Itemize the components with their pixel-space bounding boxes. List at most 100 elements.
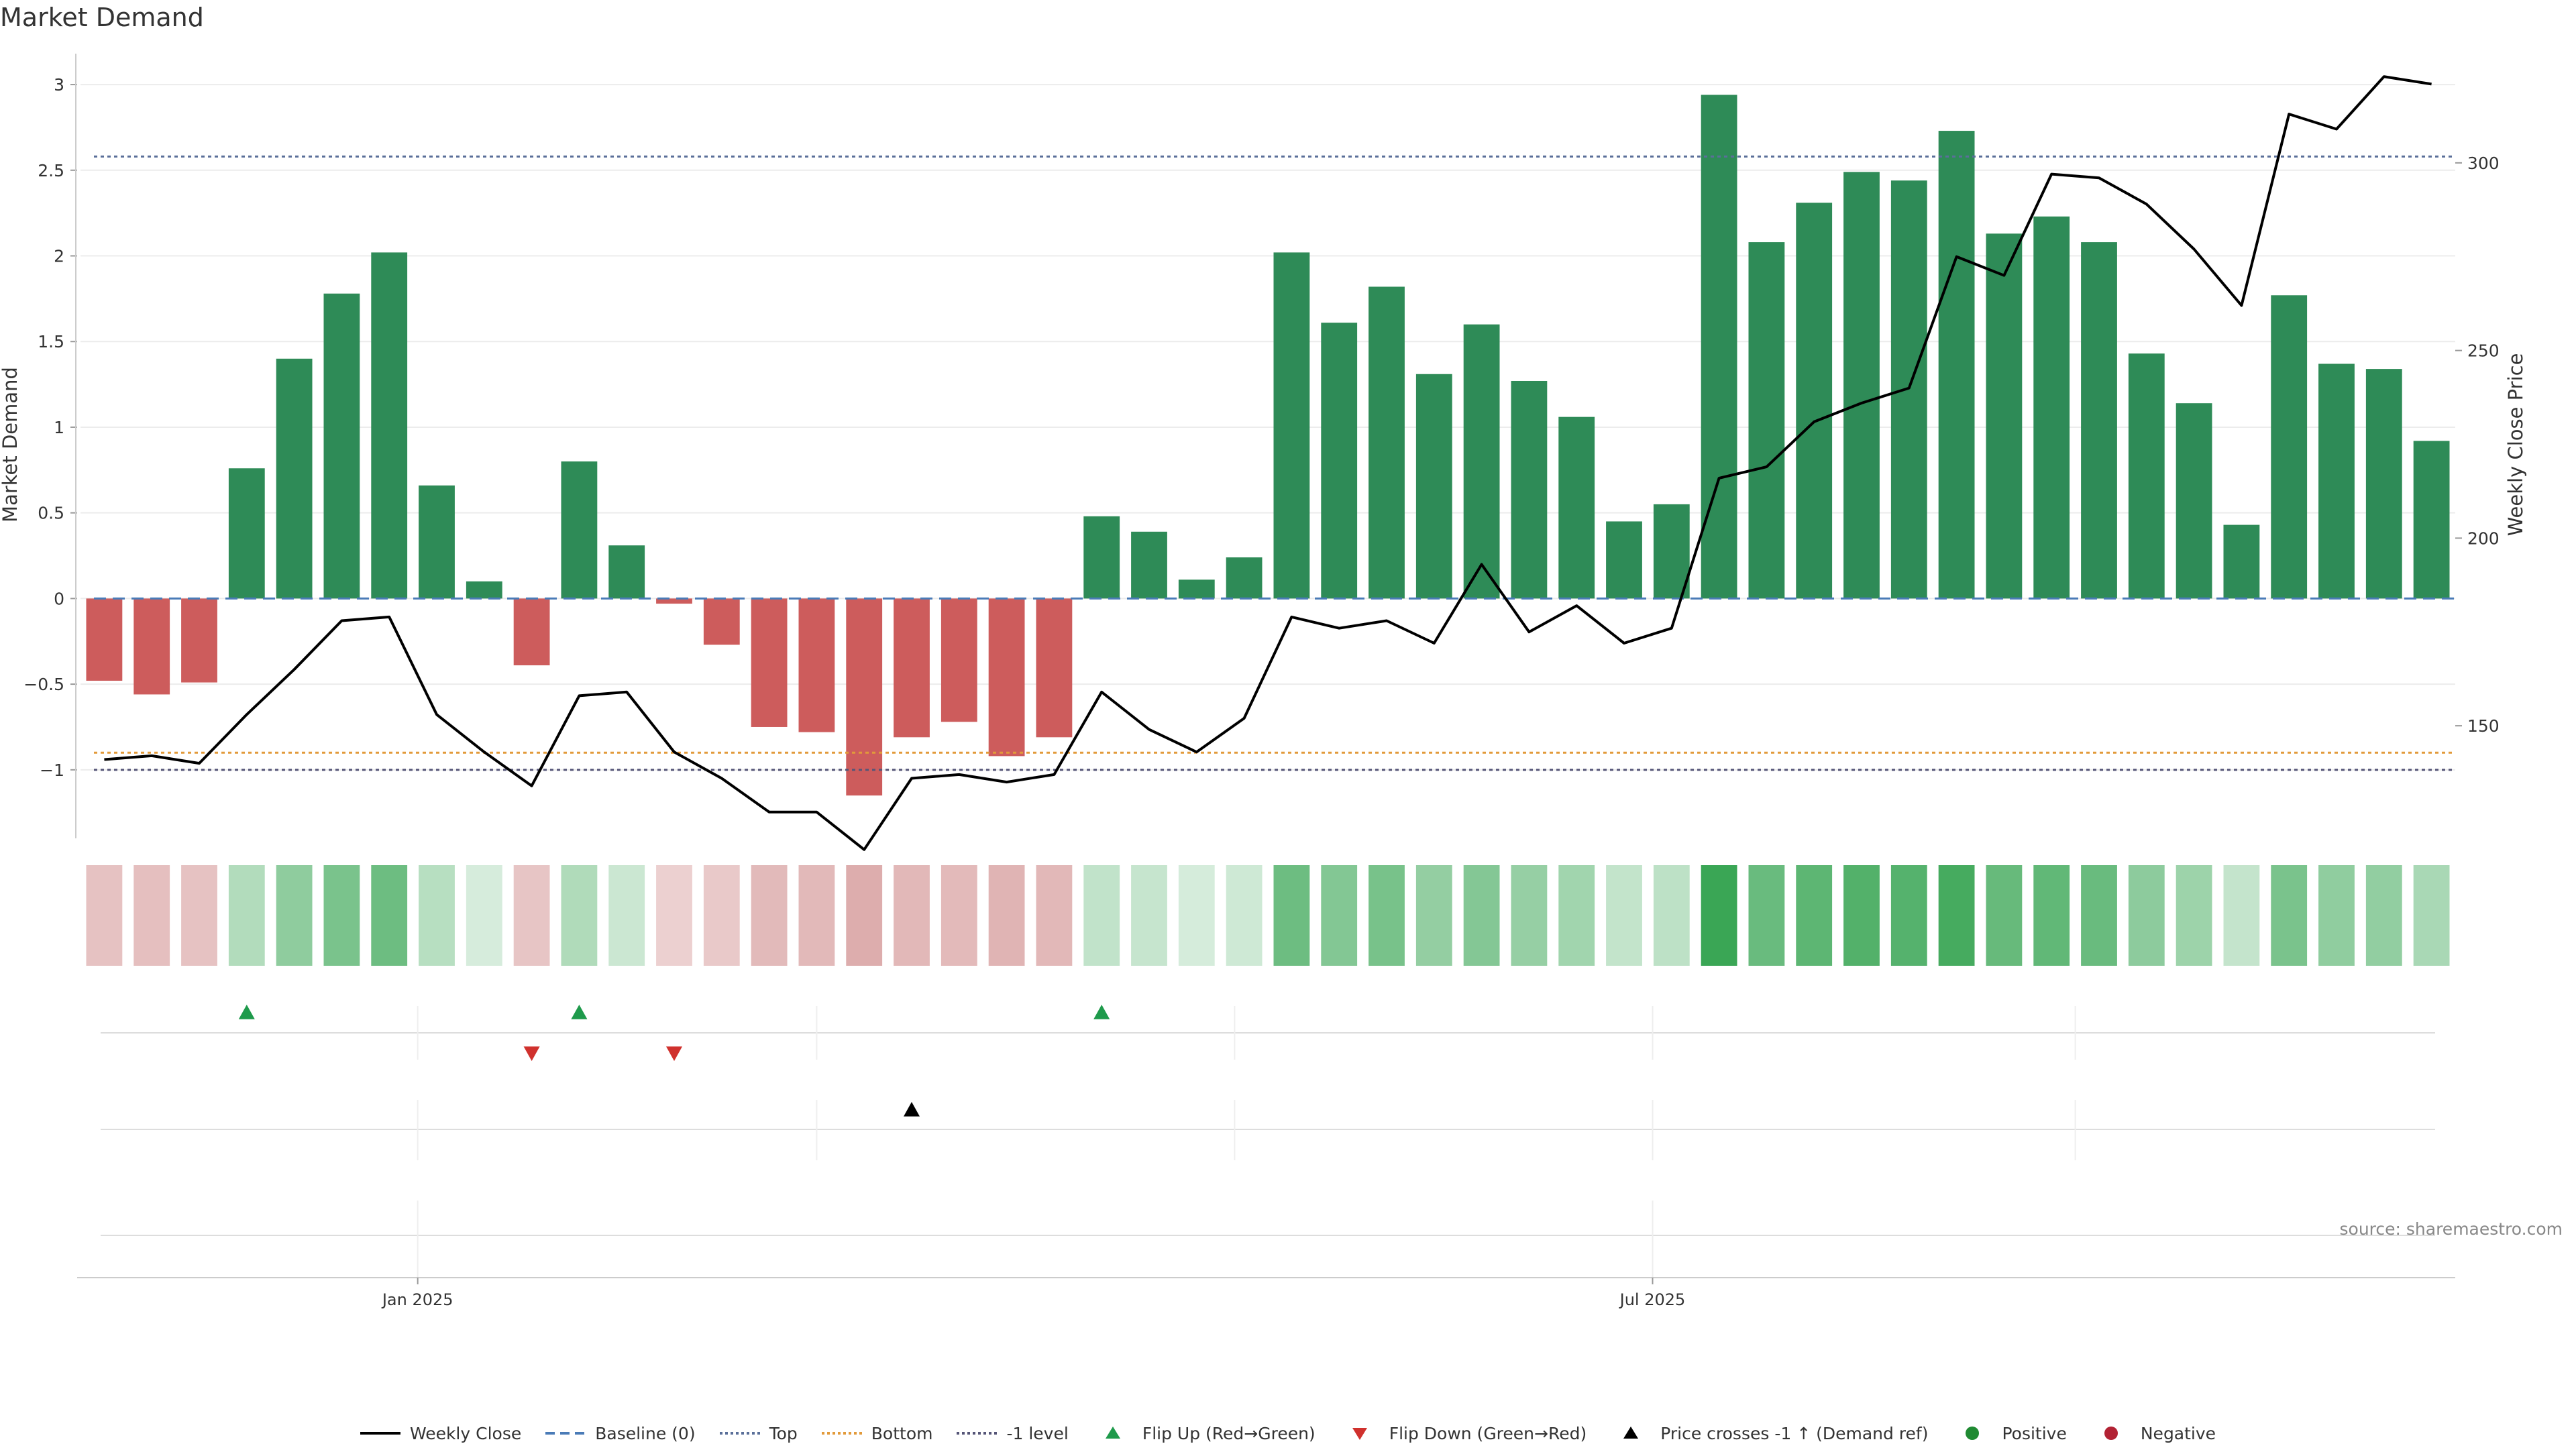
heatmap-cell xyxy=(1653,865,1690,966)
heatmap-cell xyxy=(2318,865,2355,966)
positive-demand-bar xyxy=(419,485,455,599)
heatmap-cell xyxy=(1273,865,1310,966)
y-tick-label: 2.5 xyxy=(38,161,64,180)
y-tick-label: 1 xyxy=(54,418,64,437)
y2-tick-label: 250 xyxy=(2467,341,2500,361)
heatmap-cell xyxy=(513,865,550,966)
y-tick-label: 1.5 xyxy=(38,332,64,351)
negative-demand-bar xyxy=(656,598,692,604)
positive-demand-bar xyxy=(1796,203,1833,599)
heatmap-cell xyxy=(703,865,740,966)
legend-swatch-cross-icon xyxy=(1623,1427,1639,1439)
heatmap-cell xyxy=(1938,865,1975,966)
demand-heatmap-strip xyxy=(86,865,2450,966)
legend-label: Positive xyxy=(2002,1423,2067,1443)
negative-demand-bar xyxy=(1036,598,1073,738)
legend-item-negative: Negative xyxy=(2091,1424,2216,1443)
legend-item-flip-down: Flip Down (Green→Red) xyxy=(1340,1424,1587,1443)
legend-swatch-minus-one-icon xyxy=(957,1432,998,1435)
heatmap-cell xyxy=(608,865,645,966)
positive-demand-bar xyxy=(2365,369,2402,599)
legend-item-minus-one: -1 level xyxy=(957,1424,1069,1443)
heatmap-cell xyxy=(1511,865,1548,966)
positive-demand-bar xyxy=(228,468,265,599)
heatmap-cell xyxy=(276,865,313,966)
positive-demand-bar xyxy=(1178,579,1215,599)
negative-demand-bar xyxy=(86,598,123,681)
legend-swatch-flip-up-icon xyxy=(1105,1427,1120,1439)
negative-demand-bar xyxy=(513,598,550,666)
positive-demand-bar xyxy=(276,358,313,599)
x-tick-label: Jul 2025 xyxy=(1619,1290,1686,1309)
legend-item-flip-up: Flip Up (Red→Green) xyxy=(1093,1424,1316,1443)
positive-demand-bar xyxy=(2271,295,2308,599)
negative-demand-bar xyxy=(894,598,930,738)
positive-demand-bar xyxy=(2176,403,2212,599)
positive-demand-bar xyxy=(1938,131,1975,599)
y-axis-title: Market Demand xyxy=(0,367,21,522)
legend-item-baseline: Baseline (0) xyxy=(545,1424,696,1443)
heatmap-cell xyxy=(1178,865,1215,966)
heatmap-cell xyxy=(751,865,788,966)
y-tick-label: 0 xyxy=(54,589,64,608)
legend-label: Flip Up (Red→Green) xyxy=(1142,1423,1316,1443)
positive-demand-bar xyxy=(1083,516,1120,599)
heatmap-cell xyxy=(2223,865,2260,966)
positive-demand-bar xyxy=(1653,504,1690,599)
heatmap-cell xyxy=(2081,865,2117,966)
legend-item-cross: Price crosses -1 ↑ (Demand ref) xyxy=(1611,1424,1928,1443)
heatmap-cell xyxy=(1748,865,1785,966)
positive-demand-bar xyxy=(1606,521,1642,599)
legend-swatch-negative-icon xyxy=(2104,1427,2118,1440)
heatmap-cell xyxy=(941,865,977,966)
positive-demand-bar xyxy=(1748,242,1785,599)
heatmap-cell xyxy=(1701,865,1737,966)
heatmap-cell xyxy=(86,865,123,966)
positive-demand-bar xyxy=(1986,233,2023,599)
heatmap-cell xyxy=(1986,865,2023,966)
legend-swatch-flip-down-icon xyxy=(1352,1428,1367,1440)
positive-demand-bar xyxy=(2128,353,2165,599)
positive-demand-bar xyxy=(1511,380,1548,599)
flip-up-marker xyxy=(1093,1005,1110,1019)
heatmap-cell xyxy=(1463,865,1500,966)
y2-axis-title: Weekly Close Price xyxy=(2504,353,2527,537)
heatmap-cell xyxy=(1368,865,1405,966)
positive-demand-bar xyxy=(2223,524,2260,599)
heatmap-cell xyxy=(1226,865,1263,966)
legend-label: Negative xyxy=(2140,1423,2216,1443)
legend-swatch-top-icon xyxy=(719,1432,760,1435)
legend-label: Price crosses -1 ↑ (Demand ref) xyxy=(1660,1423,1929,1443)
negative-demand-bar xyxy=(703,598,740,645)
y-tick-label: −0.5 xyxy=(23,675,64,694)
positive-demand-bar xyxy=(1321,323,1358,599)
y-tick-label: 0.5 xyxy=(38,504,64,523)
heatmap-cell xyxy=(1131,865,1167,966)
legend-item-top: Top xyxy=(719,1424,798,1443)
y-tick-label: 3 xyxy=(54,75,64,95)
heatmap-cell xyxy=(228,865,265,966)
price-cross-marker xyxy=(904,1102,920,1117)
legend-label: Weekly Close xyxy=(409,1423,522,1443)
heatmap-cell xyxy=(1843,865,1880,966)
weekly-close-line xyxy=(104,75,2432,851)
heatmap-cell xyxy=(656,865,692,966)
positive-demand-bar xyxy=(2318,364,2355,599)
heatmap-cell xyxy=(419,865,455,966)
chart-legend: Weekly Close Baseline (0) Top Bottom -1 leve… xyxy=(0,1416,2576,1450)
positive-demand-bar xyxy=(2413,441,2450,599)
positive-demand-bar xyxy=(561,461,598,599)
positive-demand-bar xyxy=(371,252,408,599)
heatmap-cell xyxy=(798,865,835,966)
demand-bars xyxy=(86,95,2450,796)
signal-markers xyxy=(238,1005,1110,1117)
heatmap-cell xyxy=(2413,865,2450,966)
negative-demand-bar xyxy=(988,598,1025,757)
flip-up-marker xyxy=(571,1005,588,1019)
flip-up-marker xyxy=(238,1005,255,1019)
positive-demand-bar xyxy=(1558,416,1595,599)
negative-demand-bar xyxy=(181,598,217,683)
y2-tick-label: 150 xyxy=(2467,716,2500,736)
negative-demand-bar xyxy=(133,598,170,695)
heatmap-cell xyxy=(466,865,502,966)
